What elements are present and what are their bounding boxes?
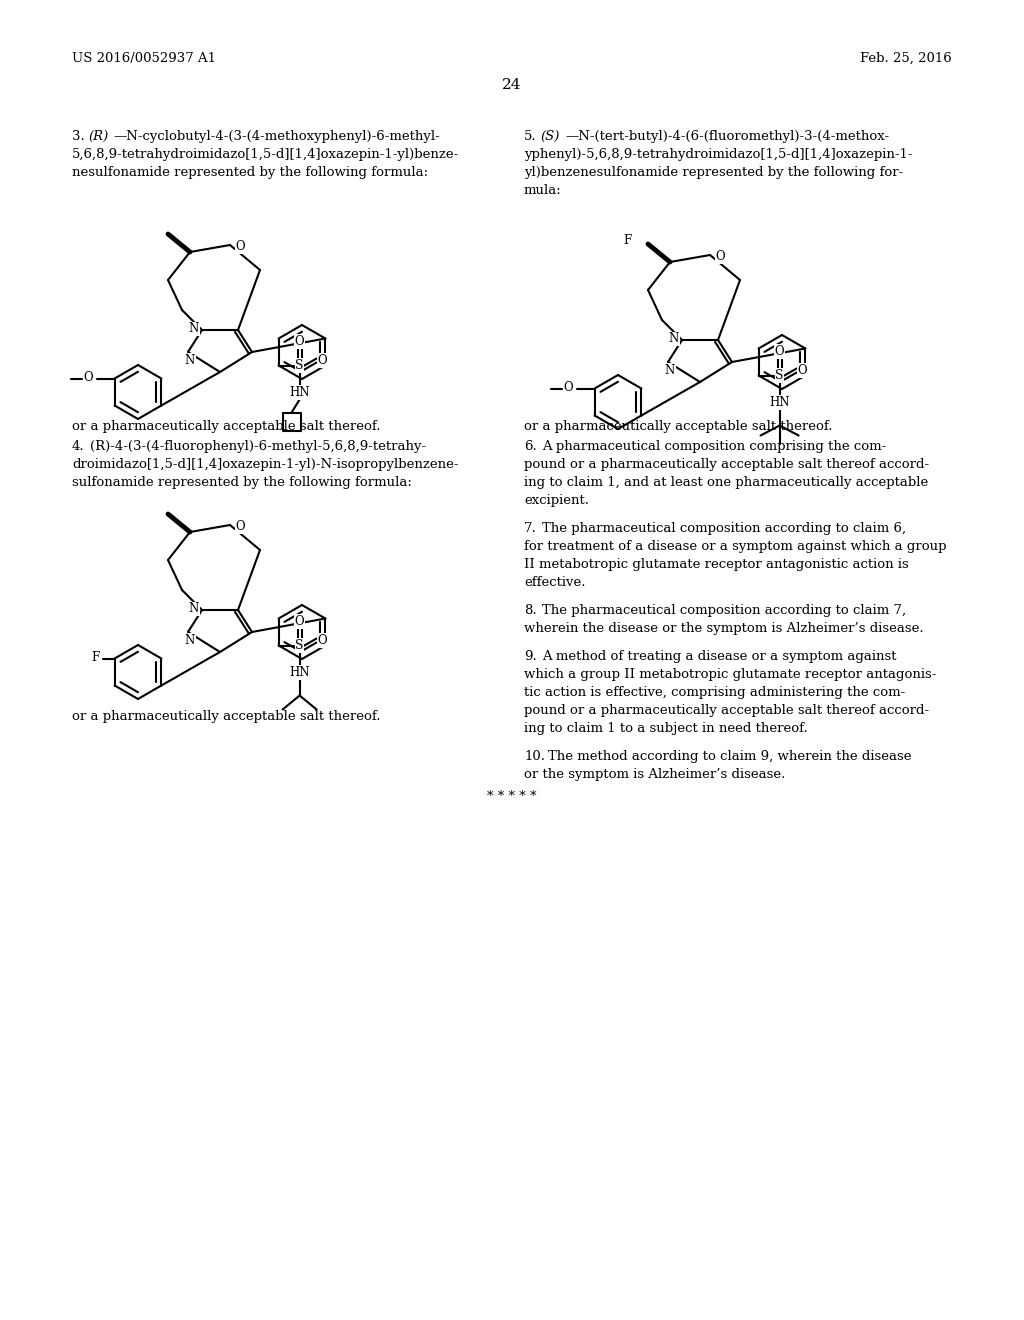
- Text: —N-(tert-butyl)-4-(6-(fluoromethyl)-3-(4-methox-: —N-(tert-butyl)-4-(6-(fluoromethyl)-3-(4…: [565, 129, 889, 143]
- Text: O: O: [295, 615, 304, 628]
- Text: 6.: 6.: [524, 440, 537, 453]
- Text: F: F: [91, 651, 99, 664]
- Text: O: O: [295, 335, 304, 348]
- Text: HN: HN: [769, 396, 790, 409]
- Text: or a pharmaceutically acceptable salt thereof.: or a pharmaceutically acceptable salt th…: [72, 710, 381, 723]
- Text: N: N: [185, 634, 196, 647]
- Text: or a pharmaceutically acceptable salt thereof.: or a pharmaceutically acceptable salt th…: [524, 420, 833, 433]
- Text: sulfonamide represented by the following formula:: sulfonamide represented by the following…: [72, 477, 412, 488]
- Text: nesulfonamide represented by the following formula:: nesulfonamide represented by the followi…: [72, 166, 428, 180]
- Text: O: O: [715, 251, 725, 264]
- Text: pound or a pharmaceutically acceptable salt thereof accord-: pound or a pharmaceutically acceptable s…: [524, 704, 929, 717]
- Text: O: O: [236, 520, 245, 533]
- Text: (R): (R): [88, 129, 109, 143]
- Text: 7.: 7.: [524, 521, 537, 535]
- Text: or the symptom is Alzheimer’s disease.: or the symptom is Alzheimer’s disease.: [524, 768, 785, 781]
- Text: The pharmaceutical composition according to claim 7,: The pharmaceutical composition according…: [542, 605, 906, 616]
- Text: S: S: [295, 359, 304, 372]
- Text: (S): (S): [540, 129, 559, 143]
- Text: tic action is effective, comprising administering the com-: tic action is effective, comprising admi…: [524, 686, 905, 700]
- Text: or a pharmaceutically acceptable salt thereof.: or a pharmaceutically acceptable salt th…: [72, 420, 381, 433]
- Text: O: O: [236, 240, 245, 253]
- Text: O: O: [775, 345, 784, 358]
- Text: S: S: [775, 370, 783, 381]
- Text: A method of treating a disease or a symptom against: A method of treating a disease or a symp…: [542, 649, 896, 663]
- Text: ing to claim 1, and at least one pharmaceutically acceptable: ing to claim 1, and at least one pharmac…: [524, 477, 928, 488]
- Text: mula:: mula:: [524, 183, 562, 197]
- Text: O: O: [564, 381, 573, 393]
- Text: yl)benzenesulfonamide represented by the following for-: yl)benzenesulfonamide represented by the…: [524, 166, 903, 180]
- Text: 5.: 5.: [524, 129, 537, 143]
- Text: 10.: 10.: [524, 750, 545, 763]
- Text: S: S: [295, 639, 304, 652]
- Text: N: N: [188, 322, 199, 335]
- Text: O: O: [317, 634, 328, 647]
- Text: O: O: [798, 364, 808, 378]
- Text: N: N: [665, 363, 675, 376]
- Text: O: O: [317, 354, 328, 367]
- Text: The pharmaceutical composition according to claim 6,: The pharmaceutical composition according…: [542, 521, 906, 535]
- Text: N: N: [669, 333, 679, 346]
- Text: 5,6,8,9-tetrahydroimidazo[1,5-d][1,4]oxazepin-1-yl)benze-: 5,6,8,9-tetrahydroimidazo[1,5-d][1,4]oxa…: [72, 148, 459, 161]
- Text: A pharmaceutical composition comprising the com-: A pharmaceutical composition comprising …: [542, 440, 886, 453]
- Text: 8.: 8.: [524, 605, 537, 616]
- Text: N: N: [188, 602, 199, 615]
- Text: —N-cyclobutyl-4-(3-(4-methoxyphenyl)-6-methyl-: —N-cyclobutyl-4-(3-(4-methoxyphenyl)-6-m…: [113, 129, 439, 143]
- Text: HN: HN: [290, 385, 310, 399]
- Text: yphenyl)-5,6,8,9-tetrahydroimidazo[1,5-d][1,4]oxazepin-1-: yphenyl)-5,6,8,9-tetrahydroimidazo[1,5-d…: [524, 148, 912, 161]
- Text: II metabotropic glutamate receptor antagonistic action is: II metabotropic glutamate receptor antag…: [524, 558, 908, 572]
- Text: F: F: [624, 234, 632, 247]
- Text: 3.: 3.: [72, 129, 85, 143]
- Text: HN: HN: [290, 667, 310, 678]
- Text: Feb. 25, 2016: Feb. 25, 2016: [860, 51, 952, 65]
- Text: * * * * *: * * * * *: [487, 789, 537, 803]
- Text: The method according to claim 9, wherein the disease: The method according to claim 9, wherein…: [548, 750, 911, 763]
- Text: effective.: effective.: [524, 576, 586, 589]
- Text: 9.: 9.: [524, 649, 537, 663]
- Text: O: O: [84, 371, 93, 384]
- Text: wherein the disease or the symptom is Alzheimer’s disease.: wherein the disease or the symptom is Al…: [524, 622, 924, 635]
- Text: (R)-4-(3-(4-fluorophenyl)-6-methyl-5,6,8,9-tetrahy-: (R)-4-(3-(4-fluorophenyl)-6-methyl-5,6,8…: [90, 440, 426, 453]
- Text: pound or a pharmaceutically acceptable salt thereof accord-: pound or a pharmaceutically acceptable s…: [524, 458, 929, 471]
- Text: 24: 24: [502, 78, 522, 92]
- Text: which a group II metabotropic glutamate receptor antagonis-: which a group II metabotropic glutamate …: [524, 668, 936, 681]
- Text: US 2016/0052937 A1: US 2016/0052937 A1: [72, 51, 216, 65]
- Text: excipient.: excipient.: [524, 494, 589, 507]
- Text: 4.: 4.: [72, 440, 85, 453]
- Text: ing to claim 1 to a subject in need thereof.: ing to claim 1 to a subject in need ther…: [524, 722, 808, 735]
- Text: droimidazo[1,5-d][1,4]oxazepin-1-yl)-N-isopropylbenzene-: droimidazo[1,5-d][1,4]oxazepin-1-yl)-N-i…: [72, 458, 459, 471]
- Text: N: N: [185, 354, 196, 367]
- Text: for treatment of a disease or a symptom against which a group: for treatment of a disease or a symptom …: [524, 540, 946, 553]
